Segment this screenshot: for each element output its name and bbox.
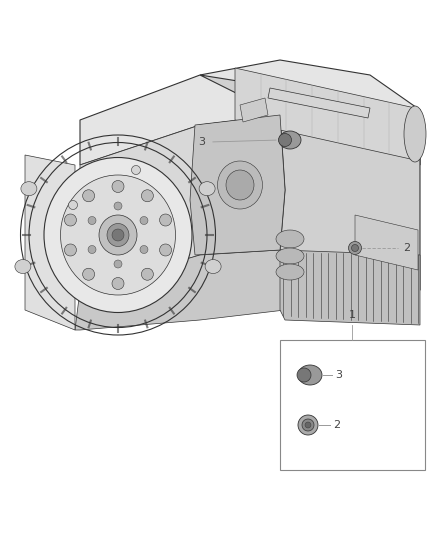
- Polygon shape: [190, 115, 285, 255]
- Circle shape: [159, 244, 172, 256]
- Polygon shape: [355, 215, 418, 270]
- Ellipse shape: [199, 182, 215, 196]
- Polygon shape: [235, 68, 415, 160]
- Ellipse shape: [68, 200, 78, 209]
- Ellipse shape: [297, 368, 311, 382]
- Ellipse shape: [21, 182, 37, 196]
- FancyBboxPatch shape: [280, 340, 425, 470]
- Circle shape: [159, 214, 172, 226]
- Text: 2: 2: [403, 243, 410, 253]
- Ellipse shape: [44, 157, 192, 312]
- Ellipse shape: [352, 245, 358, 252]
- Ellipse shape: [107, 223, 129, 246]
- Polygon shape: [200, 75, 420, 320]
- Circle shape: [114, 202, 122, 210]
- Ellipse shape: [276, 248, 304, 264]
- Polygon shape: [25, 155, 75, 330]
- Circle shape: [64, 244, 77, 256]
- Ellipse shape: [298, 415, 318, 435]
- Ellipse shape: [276, 264, 304, 280]
- Text: 3: 3: [198, 137, 205, 147]
- Circle shape: [140, 246, 148, 254]
- Circle shape: [141, 190, 153, 202]
- Circle shape: [83, 190, 95, 202]
- Circle shape: [88, 246, 96, 254]
- Text: 1: 1: [349, 310, 356, 320]
- Ellipse shape: [305, 422, 311, 428]
- Ellipse shape: [276, 230, 304, 248]
- Circle shape: [88, 216, 96, 224]
- Ellipse shape: [349, 241, 361, 254]
- Polygon shape: [280, 250, 420, 325]
- Circle shape: [112, 278, 124, 289]
- Circle shape: [112, 181, 124, 192]
- Ellipse shape: [112, 229, 124, 241]
- Text: 3: 3: [335, 370, 342, 380]
- Ellipse shape: [15, 260, 31, 273]
- Circle shape: [83, 268, 95, 280]
- Polygon shape: [268, 88, 370, 118]
- Ellipse shape: [99, 215, 137, 255]
- Ellipse shape: [302, 419, 314, 431]
- Circle shape: [141, 268, 153, 280]
- Ellipse shape: [60, 175, 176, 295]
- Polygon shape: [80, 115, 285, 290]
- Ellipse shape: [279, 131, 301, 149]
- Ellipse shape: [279, 133, 292, 147]
- Circle shape: [64, 214, 77, 226]
- Ellipse shape: [218, 161, 262, 209]
- Ellipse shape: [131, 166, 141, 174]
- Ellipse shape: [205, 260, 221, 273]
- Polygon shape: [240, 98, 268, 122]
- Polygon shape: [75, 250, 285, 330]
- Ellipse shape: [298, 365, 322, 385]
- Polygon shape: [80, 60, 420, 165]
- Circle shape: [114, 260, 122, 268]
- Text: 2: 2: [333, 420, 340, 430]
- Ellipse shape: [404, 106, 426, 162]
- Ellipse shape: [226, 170, 254, 200]
- Circle shape: [140, 216, 148, 224]
